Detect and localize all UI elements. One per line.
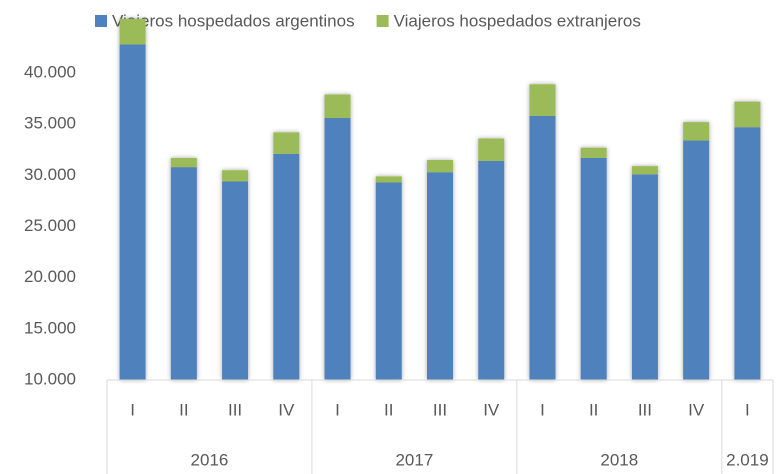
bar-segment (580, 157, 607, 380)
bar-segment (631, 166, 658, 175)
bar-segment (631, 174, 658, 380)
y-tick-label: 35.000 (24, 114, 76, 133)
bar-segment (273, 132, 300, 154)
bar-segment (222, 170, 249, 182)
y-tick-label: 15.000 (24, 318, 76, 337)
bar-segment (683, 140, 710, 380)
group-label: 2016 (191, 450, 229, 469)
y-tick-label: 25.000 (24, 216, 76, 235)
bar-segment (580, 147, 607, 158)
legend-label: Viajeros hospedados extranjeros (394, 11, 641, 30)
y-tick-label: 30.000 (24, 165, 76, 184)
bar-segment (734, 101, 761, 128)
bar-segment (529, 115, 556, 380)
x-tick-label: III (433, 400, 447, 419)
x-tick-label: II (589, 400, 598, 419)
bar-segment (478, 161, 505, 380)
bar-segment (119, 18, 146, 45)
y-tick-label: 40.000 (24, 62, 76, 81)
x-tick-label: IV (278, 400, 295, 419)
x-tick-label: III (638, 400, 652, 419)
bars (119, 18, 761, 380)
bar-segment (119, 44, 146, 380)
group-label: 2018 (600, 450, 638, 469)
bar-segment (324, 94, 351, 119)
y-tick-label: 20.000 (24, 267, 76, 286)
x-tick-label: I (745, 400, 750, 419)
bar-segment (375, 176, 402, 183)
bar-segment (427, 172, 453, 380)
y-tick-label: 10.000 (24, 369, 76, 388)
x-tick-label: I (540, 400, 545, 419)
x-tick-label: I (335, 400, 340, 419)
bar-segment (222, 181, 249, 380)
bar-segment (529, 84, 556, 116)
x-tick-label: IV (688, 400, 705, 419)
x-tick-label: IV (483, 400, 500, 419)
x-tick-label: I (130, 400, 135, 419)
bar-segment (375, 182, 402, 380)
bar-segment (683, 122, 710, 141)
x-tick-label: III (228, 400, 242, 419)
group-label: 2.019 (726, 450, 769, 469)
legend-swatch (95, 15, 107, 27)
bar-segment (427, 159, 453, 173)
x-tick-label: II (179, 400, 188, 419)
bar-segment (170, 167, 197, 380)
x-tick-label: II (384, 400, 393, 419)
bar-segment (478, 138, 505, 162)
bar-segment (324, 118, 351, 380)
legend-swatch (376, 15, 389, 27)
group-label: 2017 (395, 450, 433, 469)
bar-segment (170, 157, 197, 168)
bar-segment (734, 127, 761, 380)
bar-segment (273, 153, 300, 380)
legend-label: Viajeros hospedados argentinos (112, 11, 355, 30)
